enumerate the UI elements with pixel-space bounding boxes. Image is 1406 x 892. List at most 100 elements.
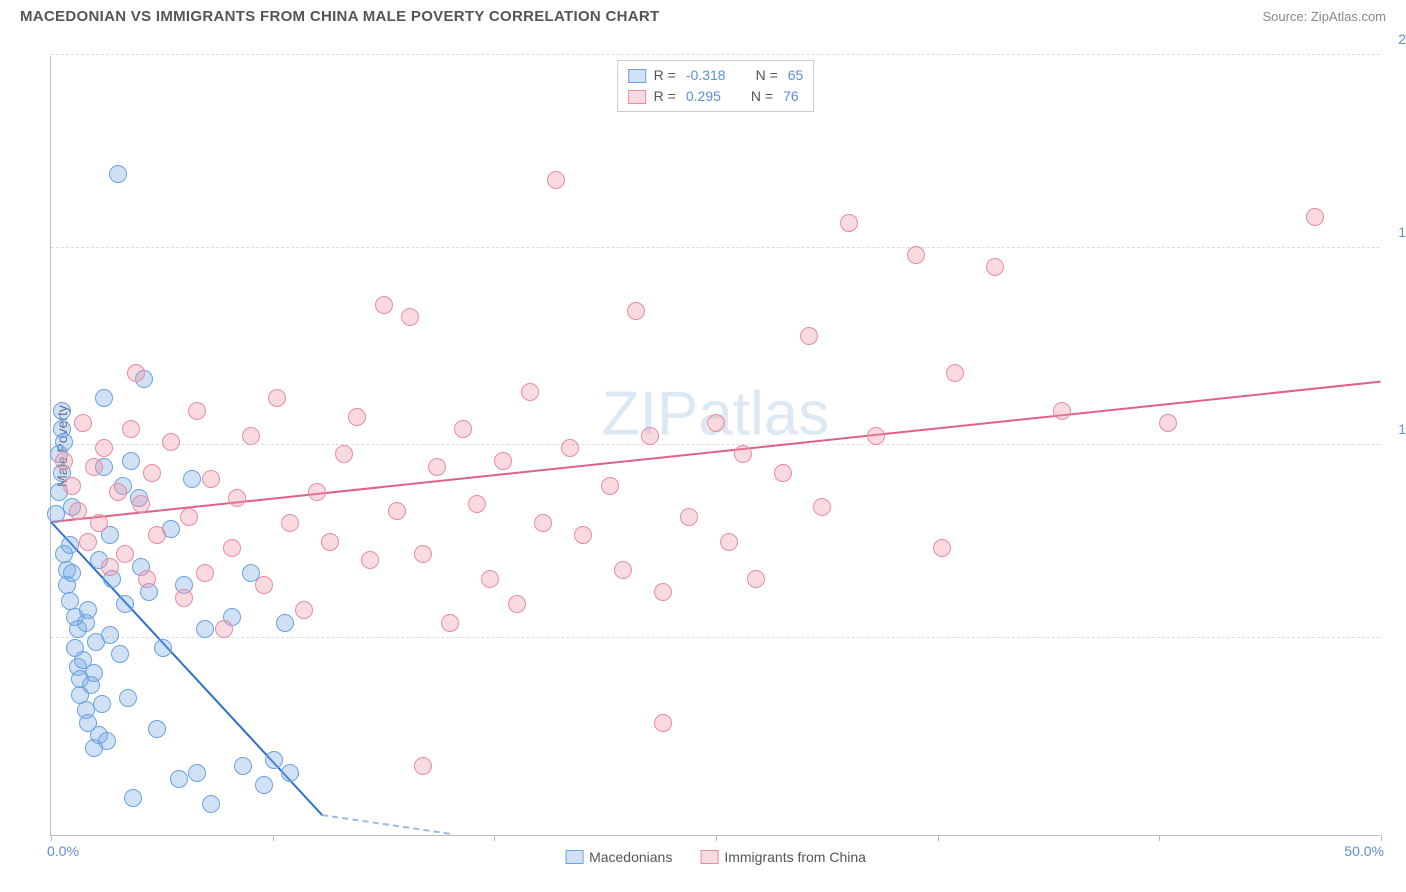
data-point [74,414,92,432]
data-point [55,452,73,470]
data-point [122,420,140,438]
data-point [361,551,379,569]
data-point [175,589,193,607]
legend-item-china: Immigrants from China [700,849,866,865]
data-point [468,495,486,513]
data-point [85,458,103,476]
data-point [188,764,206,782]
x-tick [938,835,939,841]
data-point [441,614,459,632]
legend-swatch [565,850,583,864]
gridline [51,247,1380,248]
data-point [574,526,592,544]
data-point [95,389,113,407]
data-point [63,477,81,495]
chart-title: MACEDONIAN VS IMMIGRANTS FROM CHINA MALE… [20,8,660,25]
x-tick [51,835,52,841]
data-point [561,439,579,457]
data-point [840,214,858,232]
data-point [116,545,134,563]
data-point [101,626,119,644]
legend-row: R = 0.295 N = 76 [628,86,804,107]
data-point [234,757,252,775]
y-tick-label: 18.8% [1398,224,1406,240]
data-point [148,526,166,544]
data-point [654,583,672,601]
data-point [454,420,472,438]
data-point [276,614,294,632]
data-point [170,770,188,788]
data-point [1306,208,1324,226]
data-point [265,751,283,769]
data-point [1053,402,1071,420]
data-point [494,452,512,470]
data-point [61,536,79,554]
legend-swatch [700,850,718,864]
data-point [127,364,145,382]
data-point [946,364,964,382]
data-point [747,570,765,588]
chart-source: Source: ZipAtlas.com [1262,9,1386,24]
data-point [414,757,432,775]
data-point [401,308,419,326]
data-point [734,445,752,463]
data-point [119,689,137,707]
data-point [79,533,97,551]
data-point [281,514,299,532]
data-point [813,498,831,516]
data-point [308,483,326,501]
data-point [183,470,201,488]
data-point [428,458,446,476]
x-tick [1381,835,1382,841]
data-point [255,776,273,794]
trendline-extrapolated [322,814,450,835]
x-tick [273,835,274,841]
data-point [680,508,698,526]
legend-row: R = -0.318 N = 65 [628,65,804,86]
data-point [800,327,818,345]
legend-swatch-china [628,90,646,104]
data-point [69,502,87,520]
data-point [111,645,129,663]
x-tick [1159,835,1160,841]
correlation-legend: R = -0.318 N = 65 R = 0.295 N = 76 [617,60,815,112]
data-point [255,576,273,594]
data-point [196,564,214,582]
data-point [707,414,725,432]
data-point [124,789,142,807]
data-point [774,464,792,482]
data-point [654,714,672,732]
data-point [138,570,156,588]
chart-header: MACEDONIAN VS IMMIGRANTS FROM CHINA MALE… [0,0,1406,29]
data-point [720,533,738,551]
data-point [534,514,552,532]
data-point [508,595,526,613]
series-legend: Macedonians Immigrants from China [565,849,866,865]
legend-swatch-macedonians [628,69,646,83]
legend-item-macedonians: Macedonians [565,849,672,865]
data-point [1159,414,1177,432]
data-point [90,514,108,532]
data-point [641,427,659,445]
data-point [228,489,246,507]
data-point [143,464,161,482]
data-point [335,445,353,463]
data-point [180,508,198,526]
data-point [481,570,499,588]
gridline [51,54,1380,55]
data-point [547,171,565,189]
data-point [907,246,925,264]
data-point [101,558,119,576]
scatter-chart: Male Poverty ZIPatlas R = -0.318 N = 65 … [50,56,1380,836]
data-point [348,408,366,426]
data-point [388,502,406,520]
data-point [148,720,166,738]
data-point [53,402,71,420]
x-tick [716,835,717,841]
data-point [188,402,206,420]
data-point [79,601,97,619]
data-point [614,561,632,579]
data-point [521,383,539,401]
data-point [268,389,286,407]
data-point [93,695,111,713]
